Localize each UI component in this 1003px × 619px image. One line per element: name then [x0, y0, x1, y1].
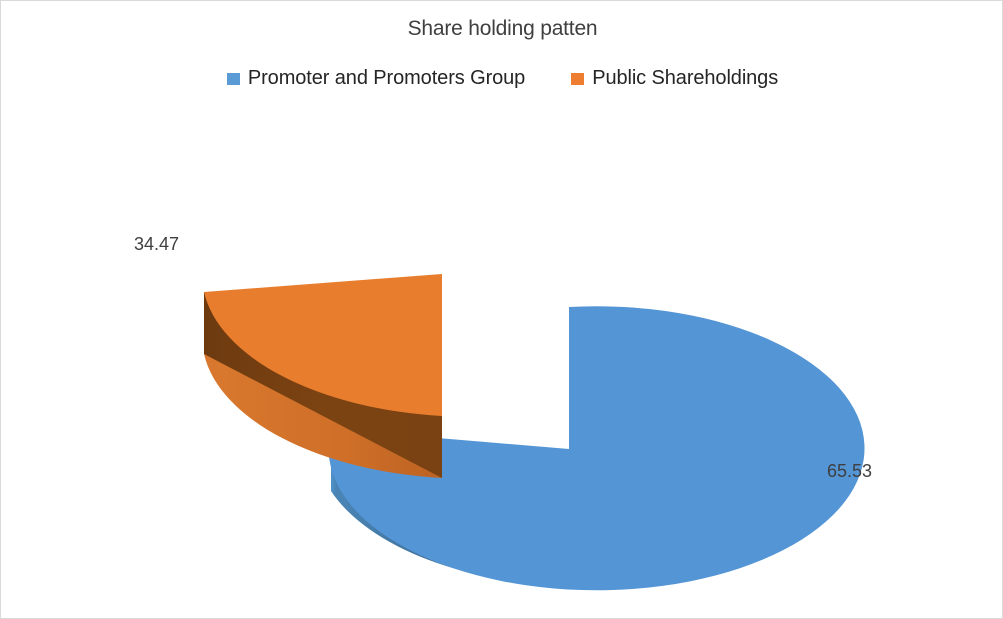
- slice-public[interactable]: [204, 274, 442, 478]
- data-label-promoter: 65.53: [827, 461, 873, 481]
- chart-title: Share holding patten: [407, 17, 598, 40]
- pie-3d-svg: [204, 274, 865, 591]
- legend-label-promoter: Promoter and Promoters Group: [247, 67, 526, 89]
- chart-legend: Promoter and Promoters Group Public Shar…: [1, 67, 1002, 90]
- slice-public-top: [204, 274, 442, 416]
- data-label-public: 34.47: [134, 234, 180, 254]
- slice-promoter-top: [328, 306, 865, 591]
- square-swatch-orange-icon: [571, 72, 585, 85]
- legend-label-public: Public Shareholdings: [592, 67, 779, 89]
- legend-entry-public[interactable]: Public Shareholdings: [571, 67, 778, 90]
- legend-entry-promoter[interactable]: Promoter and Promoters Group: [226, 67, 526, 90]
- pie-plot-area: 34.47 65.53: [1, 101, 1002, 618]
- square-swatch-blue-icon: [226, 72, 240, 85]
